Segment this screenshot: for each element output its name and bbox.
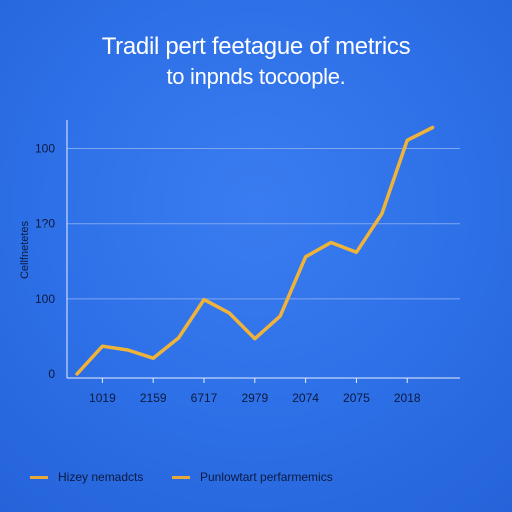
x-tick-labels: 1019 2159 6717 2979 2074 2075 2018: [89, 378, 421, 405]
x-tick-label: 2018: [394, 391, 421, 405]
x-tick-label: 2979: [241, 391, 268, 405]
chart-subtitle: to inpnds tocoople.: [166, 64, 346, 89]
x-tick-label: 2074: [292, 391, 319, 405]
y-tick-label: 100: [35, 142, 55, 156]
series-group: [75, 125, 435, 376]
grid-lines: [67, 148, 460, 300]
x-tick-label: 2159: [140, 391, 167, 405]
chart-title: Tradil pert feetague of metrics: [101, 33, 411, 60]
legend-label: Punlowtart perfarmemics: [200, 470, 333, 484]
legend-item-1: Hizey nemadcts: [30, 470, 143, 484]
legend-swatch: [30, 475, 48, 479]
x-tick-label: 1019: [89, 391, 116, 405]
y-tick-label: 100: [35, 292, 55, 306]
y-axis-label: Cellfnetetes: [19, 220, 31, 279]
legend-label: Hizey nemadcts: [58, 470, 144, 484]
series-line: [75, 125, 435, 376]
y-tick-label: 1?0: [35, 217, 55, 231]
x-tick-label: 2075: [343, 391, 370, 405]
y-tick-label: 0: [48, 367, 55, 381]
y-tick-labels: 0 100 1?0 100: [35, 142, 55, 381]
legend-item-2: Punlowtart perfarmemics: [172, 470, 333, 484]
legend-swatch: [172, 475, 190, 479]
x-tick-label: 6717: [191, 391, 218, 405]
